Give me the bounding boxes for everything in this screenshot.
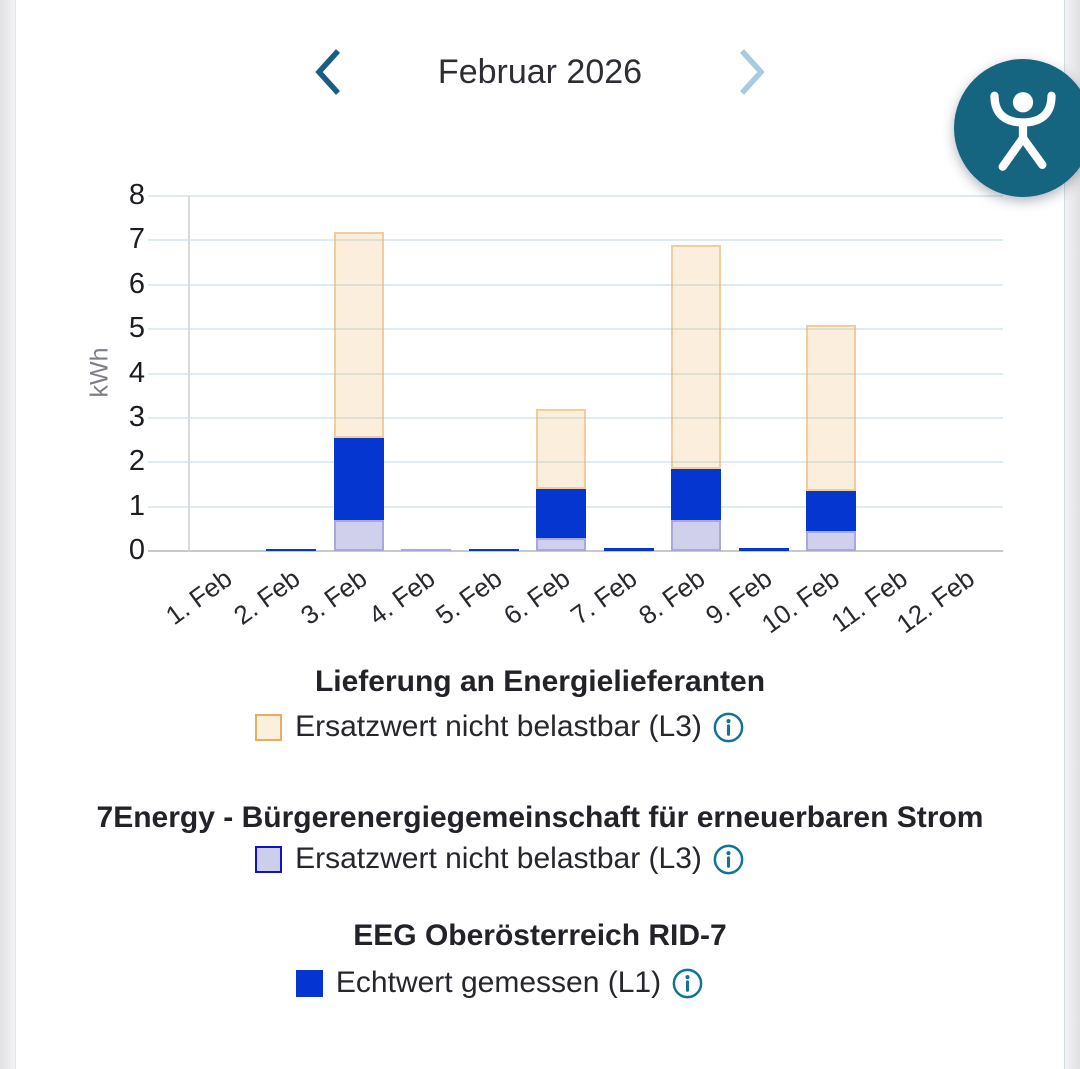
legend-section: EEG Oberösterreich RID-7 Echtwert gemesse… xyxy=(0,916,1080,1000)
y-axis-tick-label: 1 xyxy=(128,489,145,522)
y-axis-tick-label: 4 xyxy=(128,356,145,389)
x-axis-tick-label: 5. Feb xyxy=(430,563,508,631)
y-axis-tick-label: 7 xyxy=(128,223,145,256)
info-icon xyxy=(672,968,703,998)
legend-section-title: 7Energy - Bürgerenergiegemeinschaft für … xyxy=(96,801,984,834)
x-axis-tick-label: 4. Feb xyxy=(362,563,440,631)
x-axis-tick-label: 7. Feb xyxy=(565,563,643,631)
info-button[interactable] xyxy=(712,711,745,744)
legend-entry: Echtwert gemessen (L1) xyxy=(0,966,1040,1000)
bar-segment[interactable] xyxy=(806,491,857,532)
page-left-gutter xyxy=(0,0,16,1069)
info-icon xyxy=(713,844,744,874)
y-axis-tick-label: 3 xyxy=(128,400,145,433)
legend-entry-label: Ersatzwert nicht belastbar (L3) xyxy=(295,710,702,743)
x-axis-tick-label: 10. Feb xyxy=(755,563,845,640)
bar-segment[interactable] xyxy=(536,488,587,538)
bar-segment[interactable] xyxy=(536,409,587,489)
legend-entry: Ersatzwert nicht belastbar (L3) xyxy=(0,710,1040,744)
legend-section-title: Lieferung an Energielieferanten xyxy=(314,665,766,698)
grid-line xyxy=(148,461,1003,464)
chart-legend: Lieferung an Energielieferanten Ersatzwer… xyxy=(0,648,1080,1000)
bar-segment[interactable] xyxy=(401,549,452,551)
info-button[interactable] xyxy=(712,843,745,876)
grid-line xyxy=(148,283,1003,286)
plot-area: 0 1 2 3 4 5 6 7 8 1. Feb 2. Feb 3. Feb 4. Feb 5. Feb 6… xyxy=(129,179,1003,639)
grid-line xyxy=(148,416,1003,419)
grid-line xyxy=(148,239,1003,242)
month-navigation: Februar 2026 xyxy=(0,46,1080,98)
next-month-button[interactable] xyxy=(734,46,770,98)
chevron-left-icon xyxy=(315,49,340,95)
bar-segment[interactable] xyxy=(333,231,384,438)
grid-line xyxy=(148,328,1003,331)
bar-segment[interactable] xyxy=(536,537,587,551)
bar-segment[interactable] xyxy=(266,549,317,551)
bar-segment[interactable] xyxy=(333,519,384,551)
y-axis-tick-label: 8 xyxy=(128,179,145,211)
previous-month-button[interactable] xyxy=(310,46,346,98)
legend-entry-label: Ersatzwert nicht belastbar (L3) xyxy=(295,842,702,875)
legend-section: 7Energy - Bürgerenergiegemeinschaft für … xyxy=(0,798,1080,876)
bar-segment[interactable] xyxy=(738,548,789,551)
bar-segment[interactable] xyxy=(671,519,722,551)
y-axis-line xyxy=(188,196,190,551)
bar-segment[interactable] xyxy=(671,244,722,469)
y-axis-tick-label: 0 xyxy=(128,534,145,566)
bar-segment[interactable] xyxy=(806,324,857,492)
page-right-gutter xyxy=(1064,0,1080,1069)
bar-segment[interactable] xyxy=(671,468,722,520)
legend-swatch xyxy=(295,969,323,997)
bar-segment[interactable] xyxy=(603,548,654,551)
grid-line xyxy=(148,372,1003,375)
legend-swatch xyxy=(255,845,283,873)
y-axis-tick-label: 2 xyxy=(128,445,145,478)
month-title: Februar 2026 xyxy=(437,52,643,91)
bar-segment[interactable] xyxy=(806,531,857,551)
info-icon xyxy=(713,712,744,742)
accessibility-widget-button[interactable] xyxy=(954,59,1080,197)
bar-segment[interactable] xyxy=(333,437,384,520)
x-axis-tick-label: 2. Feb xyxy=(227,563,305,631)
legend-entry-label: Echtwert gemessen (L1) xyxy=(335,966,662,999)
legend-entry: Ersatzwert nicht belastbar (L3) xyxy=(0,842,1040,876)
bar-chart: kWh 0 1 2 3 4 5 6 7 8 1. Feb 2. Feb 3. Feb 4. Feb 5. … xyxy=(86,179,1003,639)
x-axis-tick-label: 8. Feb xyxy=(632,563,710,631)
legend-swatch xyxy=(255,713,283,741)
person-arms-raised-icon xyxy=(990,91,1056,171)
bar-segment[interactable] xyxy=(468,548,519,551)
x-axis-tick-label: 1. Feb xyxy=(160,563,238,631)
y-axis-tick-label: 6 xyxy=(128,267,145,300)
legend-section: Lieferung an Energielieferanten Ersatzwer… xyxy=(0,662,1080,744)
y-axis-tick-label: 5 xyxy=(128,312,145,345)
grid-line xyxy=(148,195,1003,197)
x-axis-tick-label: 6. Feb xyxy=(497,563,575,631)
legend-section-title: EEG Oberösterreich RID-7 xyxy=(353,919,727,952)
x-axis-tick-label: 3. Feb xyxy=(295,563,373,631)
chevron-right-icon xyxy=(740,49,765,95)
info-button[interactable] xyxy=(671,967,704,1000)
x-axis-baseline xyxy=(148,550,1003,552)
